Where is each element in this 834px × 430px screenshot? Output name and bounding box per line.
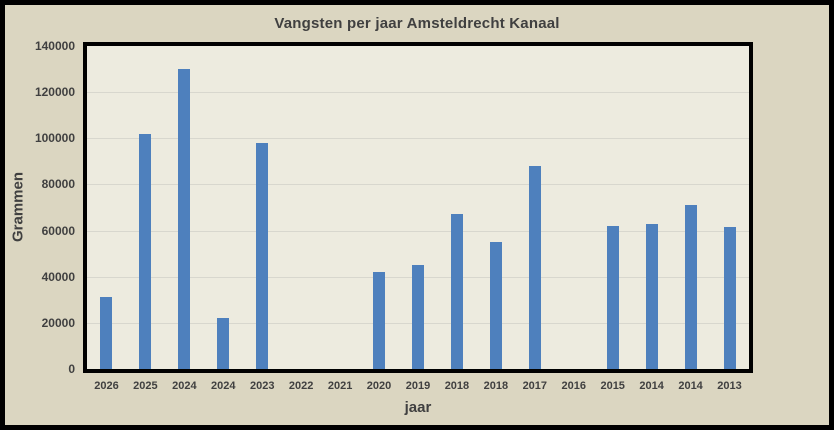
bar-2019 bbox=[412, 265, 424, 369]
bar-2014 bbox=[684, 205, 697, 369]
bar-2026 bbox=[100, 297, 113, 369]
x-tick-label: 2026 bbox=[94, 380, 119, 392]
plot-area bbox=[83, 42, 753, 373]
gridline bbox=[87, 184, 749, 186]
y-tick-label: 120000 bbox=[34, 85, 75, 100]
bar-2013 bbox=[723, 227, 736, 369]
x-tick-label: 2013 bbox=[717, 380, 742, 392]
bar-2025 bbox=[139, 133, 152, 369]
y-tick-label: 0 bbox=[68, 362, 75, 376]
y-tick-label: 80000 bbox=[41, 177, 75, 192]
y-tick-label: 40000 bbox=[41, 269, 75, 284]
bar-2023 bbox=[256, 142, 269, 369]
gridline bbox=[87, 138, 749, 140]
bars-layer bbox=[87, 46, 749, 369]
bar-2024 bbox=[217, 318, 230, 369]
bar-2017 bbox=[528, 165, 541, 369]
x-tick-label: 2014 bbox=[678, 380, 703, 392]
bar-2018 bbox=[450, 214, 463, 369]
bar-2018 bbox=[489, 242, 502, 369]
bar-2015 bbox=[606, 225, 619, 369]
x-tick-label: 2016 bbox=[561, 380, 586, 392]
x-tick-label: 2022 bbox=[288, 380, 314, 392]
x-tick-label: 2024 bbox=[172, 380, 197, 392]
x-tick-label: 2018 bbox=[483, 380, 509, 392]
x-tick-label: 2024 bbox=[211, 380, 236, 392]
y-tick-label: 60000 bbox=[41, 223, 75, 238]
y-axis-title: Grammen bbox=[9, 171, 27, 243]
x-tick-label: 2023 bbox=[249, 380, 275, 392]
x-tick-label: 2021 bbox=[327, 380, 353, 392]
x-tick-label: 2015 bbox=[600, 380, 625, 392]
gridline bbox=[87, 230, 749, 232]
x-tick-label: 2017 bbox=[522, 380, 548, 392]
x-tick-label: 2014 bbox=[639, 380, 664, 392]
bar-2014 bbox=[645, 223, 658, 369]
gridline bbox=[87, 92, 749, 94]
bar-2024 bbox=[178, 69, 191, 369]
y-tick-label: 20000 bbox=[41, 315, 75, 330]
x-tick-label: 2019 bbox=[405, 380, 431, 392]
chart-title: Vangsten per jaar Amsteldrecht Kanaal bbox=[274, 15, 560, 32]
y-tick-label: 140000 bbox=[34, 39, 75, 53]
x-tick-label: 2018 bbox=[444, 380, 470, 392]
x-tick-label: 2025 bbox=[133, 380, 158, 392]
x-axis-title: jaar bbox=[404, 399, 432, 416]
x-tick-label: 2020 bbox=[366, 380, 392, 392]
y-tick-label: 100000 bbox=[34, 131, 75, 146]
bar-2020 bbox=[373, 272, 386, 369]
